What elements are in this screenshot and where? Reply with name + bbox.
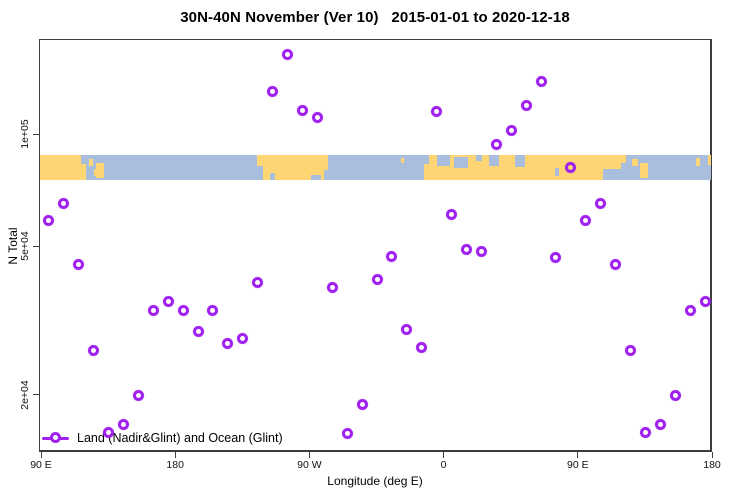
x-tick-label: 180: [703, 459, 721, 471]
data-point: [341, 427, 353, 439]
data-point: [416, 341, 428, 353]
map-ocean-segment: [454, 157, 468, 168]
data-point: [490, 139, 502, 151]
data-point: [222, 338, 234, 350]
data-point: [162, 295, 174, 307]
map-land-segment: [602, 155, 621, 169]
data-point: [460, 243, 472, 255]
data-point: [356, 398, 368, 410]
data-point: [505, 125, 517, 136]
data-point: [639, 426, 651, 438]
legend: Land (Nadir&Glint) and Ocean (Glint): [42, 430, 283, 446]
map-ocean-segment: [437, 155, 450, 166]
chart-title: 30N-40N November (Ver 10) 2015-01-01 to …: [180, 9, 570, 26]
data-point: [475, 245, 487, 257]
data-point: [103, 426, 115, 438]
data-point: [610, 259, 622, 271]
map-land-segment: [74, 163, 86, 180]
map-ocean-segment: [488, 155, 500, 166]
map-land-segment: [95, 162, 104, 178]
x-tick-mark: [308, 452, 310, 458]
data-point: [386, 250, 398, 262]
map-land-segment: [74, 155, 81, 164]
data-point: [371, 273, 383, 285]
data-point: [88, 344, 100, 356]
x-tick-mark: [711, 452, 713, 458]
data-point: [565, 161, 577, 173]
x-tick-mark: [174, 452, 176, 458]
data-point: [326, 281, 338, 293]
map-ocean-segment: [270, 173, 276, 180]
data-point: [580, 215, 592, 227]
data-point: [282, 48, 294, 60]
y-tick-label: 2e+04: [19, 379, 31, 410]
data-point: [550, 251, 562, 263]
x-tick-label: 0: [440, 459, 447, 471]
legend-point-marker-icon: [50, 431, 61, 443]
map-land-segment: [401, 158, 404, 163]
data-point: [237, 332, 249, 344]
data-point: [58, 198, 70, 210]
data-point: [192, 326, 204, 338]
map-land-segment: [256, 155, 263, 167]
x-tick-label: 90 E: [30, 459, 52, 471]
x-axis-title: Longitude (deg E): [327, 474, 423, 488]
legend-line-sample: [42, 431, 69, 443]
data-point: [267, 86, 279, 98]
y-tick-mark: [33, 245, 39, 247]
data-point: [132, 389, 144, 401]
data-point: [669, 389, 681, 401]
map-land-segment: [695, 157, 700, 167]
map-land-segment: [620, 155, 626, 163]
map-ocean-segment: [323, 170, 328, 180]
legend-label: Land (Nadir&Glint) and Ocean (Glint): [77, 431, 283, 445]
data-point: [73, 259, 85, 271]
data-point: [147, 304, 159, 316]
map-land-segment: [632, 158, 638, 167]
data-point: [401, 324, 413, 336]
y-tick-mark: [33, 394, 39, 396]
map-land-segment: [707, 155, 711, 165]
data-point: [520, 100, 532, 111]
x-tick-label: 90 W: [297, 459, 322, 471]
x-tick-label: 90 E: [566, 459, 589, 471]
data-point: [624, 344, 636, 356]
x-tick-label: 180: [166, 459, 184, 471]
data-point: [296, 104, 308, 116]
x-tick-mark: [443, 452, 445, 458]
y-axis-title: N Total: [6, 227, 20, 265]
map-strip: [40, 155, 711, 180]
data-point: [431, 106, 443, 118]
map-ocean-segment: [475, 155, 482, 162]
data-point: [535, 76, 547, 87]
data-point: [595, 198, 607, 210]
plot-area: Land (Nadir&Glint) and Ocean (Glint): [39, 39, 712, 452]
y-tick-mark: [33, 133, 39, 135]
y-tick-label: 5e+04: [19, 231, 31, 262]
x-tick-mark: [577, 452, 579, 458]
map-land-segment: [88, 158, 94, 167]
map-ocean-segment: [514, 155, 526, 167]
data-point: [177, 304, 189, 316]
map-ocean-segment: [311, 174, 321, 180]
data-point: [684, 304, 696, 316]
data-point: [207, 304, 219, 316]
x-tick-mark: [40, 452, 42, 458]
data-point: [699, 295, 711, 307]
y-tick-label: 1e+05: [19, 119, 31, 149]
map-land-segment: [424, 163, 429, 180]
map-ocean-segment: [554, 167, 560, 177]
map-land-segment: [40, 155, 75, 180]
data-point: [654, 418, 666, 430]
data-point: [311, 112, 323, 124]
data-point: [43, 215, 55, 227]
data-point: [446, 209, 458, 221]
data-point: [252, 277, 264, 289]
data-point: [118, 418, 129, 430]
map-land-segment: [639, 162, 649, 178]
